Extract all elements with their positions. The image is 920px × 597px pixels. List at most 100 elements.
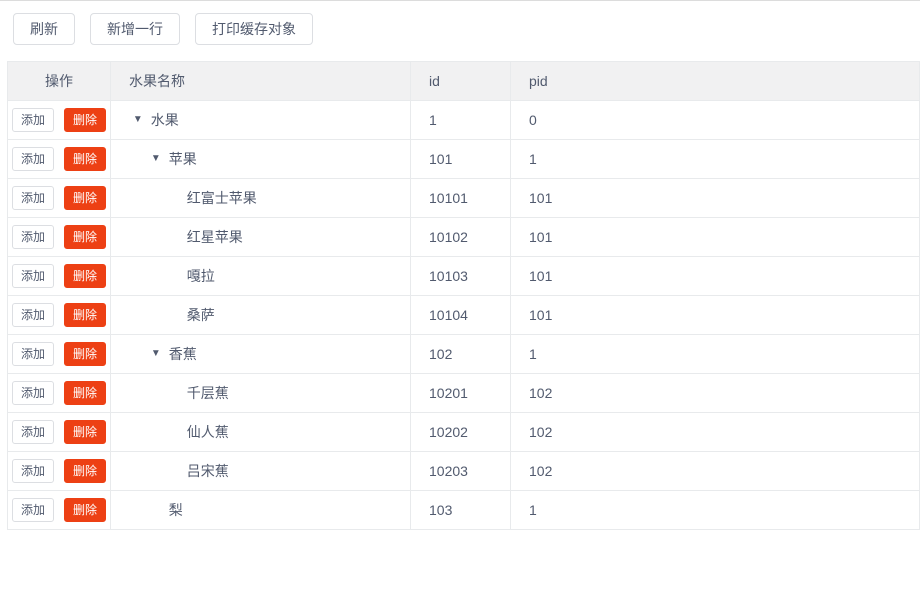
column-header-fruit-name: 水果名称 [110,61,411,101]
table-row: 添加 删除 ▼ 桑萨 10104 101 [7,295,920,335]
operation-cell: 添加 删除 [7,373,111,413]
table-header: 操作 水果名称 id pid [7,61,920,101]
tree-indent [129,432,165,433]
id-cell: 10103 [410,256,511,296]
fruit-name-cell: ▼ 梨 [110,490,411,530]
operation-cell: 添加 删除 [7,256,111,296]
fruit-name-cell: ▼ 桑萨 [110,295,411,335]
expand-arrow-icon[interactable]: ▼ [132,114,143,125]
fruit-name: 仙人蕉 [186,424,229,440]
fruit-name-cell: ▼ 嘎拉 [110,256,411,296]
row-delete-button[interactable]: 删除 [63,186,106,210]
fruit-name: 苹果 [168,151,197,167]
pid-cell: 1 [510,490,920,530]
row-add-button[interactable]: 添加 [12,264,55,288]
fruit-name-cell: ▼ 仙人蕉 [110,412,411,452]
fruit-name-cell: ▼ 红星苹果 [110,217,411,257]
operation-cell: 添加 删除 [7,451,111,491]
operation-cell: 添加 删除 [7,100,111,140]
tree-indent [129,237,165,238]
row-delete-button[interactable]: 删除 [63,498,106,522]
row-delete-button[interactable]: 删除 [63,342,106,366]
row-add-button[interactable]: 添加 [12,186,55,210]
table-row: 添加 删除 ▼ 吕宋蕉 10203 102 [7,451,920,491]
pid-cell: 102 [510,373,920,413]
table-row: 添加 删除 ▼ 苹果 101 1 [7,139,920,179]
table-row: 添加 删除 ▼ 水果 1 0 [7,100,920,140]
fruit-name-cell: ▼ 吕宋蕉 [110,451,411,491]
id-cell: 10202 [410,412,511,452]
id-cell: 10104 [410,295,511,335]
pid-cell: 101 [510,217,920,257]
pid-cell: 102 [510,412,920,452]
table-row: 添加 删除 ▼ 仙人蕉 10202 102 [7,412,920,452]
table-row: 添加 删除 ▼ 千层蕉 10201 102 [7,373,920,413]
fruit-name: 红富士苹果 [186,190,257,206]
pid-cell: 101 [510,256,920,296]
fruit-name-cell: ▼ 香蕉 [110,334,411,374]
pid-cell: 102 [510,451,920,491]
fruit-tree-table-wrapper: 操作 水果名称 id pid 添加 删除 ▼ 水果 1 0 添加 删除 ▼ 苹果 [7,61,920,530]
refresh-button[interactable]: 刷新 [13,13,75,45]
add-row-button[interactable]: 新增一行 [90,13,180,45]
row-add-button[interactable]: 添加 [12,498,55,522]
row-add-button[interactable]: 添加 [12,459,55,483]
tree-indent [129,471,165,472]
table-body: 添加 删除 ▼ 水果 1 0 添加 删除 ▼ 苹果 101 1 添加 删除 ▼ [7,100,920,530]
fruit-name: 红星苹果 [186,229,243,245]
tree-indent [129,393,165,394]
row-delete-button[interactable]: 删除 [63,264,106,288]
row-add-button[interactable]: 添加 [12,381,55,405]
column-header-pid: pid [510,61,920,101]
fruit-name: 水果 [150,112,179,128]
row-delete-button[interactable]: 删除 [63,381,106,405]
table-header-row: 操作 水果名称 id pid [7,61,920,101]
table-row: 添加 删除 ▼ 香蕉 102 1 [7,334,920,374]
operation-cell: 添加 删除 [7,217,111,257]
print-cache-button[interactable]: 打印缓存对象 [195,13,313,45]
pid-cell: 0 [510,100,920,140]
row-delete-button[interactable]: 删除 [63,303,106,327]
id-cell: 10203 [410,451,511,491]
id-cell: 10101 [410,178,511,218]
pid-cell: 101 [510,178,920,218]
pid-cell: 1 [510,139,920,179]
fruit-name-cell: ▼ 千层蕉 [110,373,411,413]
toolbar: 刷新 新增一行 打印缓存对象 [13,13,920,45]
row-delete-button[interactable]: 删除 [63,147,106,171]
pid-cell: 1 [510,334,920,374]
row-delete-button[interactable]: 删除 [63,225,106,249]
expand-arrow-icon[interactable]: ▼ [150,153,161,164]
table-row: 添加 删除 ▼ 红富士苹果 10101 101 [7,178,920,218]
operation-cell: 添加 删除 [7,334,111,374]
id-cell: 102 [410,334,511,374]
tree-indent [129,510,147,511]
id-cell: 10201 [410,373,511,413]
row-add-button[interactable]: 添加 [12,420,55,444]
pid-cell: 101 [510,295,920,335]
operation-cell: 添加 删除 [7,490,111,530]
row-add-button[interactable]: 添加 [12,108,55,132]
operation-cell: 添加 删除 [7,412,111,452]
row-delete-button[interactable]: 删除 [63,459,106,483]
fruit-name: 吕宋蕉 [186,463,229,479]
fruit-name: 桑萨 [186,307,215,323]
fruit-name: 嘎拉 [186,268,215,284]
row-delete-button[interactable]: 删除 [63,108,106,132]
tree-indent [129,276,165,277]
tree-indent [129,354,147,355]
row-add-button[interactable]: 添加 [12,225,55,249]
tree-indent [129,315,165,316]
row-add-button[interactable]: 添加 [12,303,55,327]
fruit-name: 千层蕉 [186,385,229,401]
tree-indent [129,159,147,160]
table-row: 添加 删除 ▼ 红星苹果 10102 101 [7,217,920,257]
row-delete-button[interactable]: 删除 [63,420,106,444]
row-add-button[interactable]: 添加 [12,342,55,366]
tree-indent [129,198,165,199]
expand-arrow-icon[interactable]: ▼ [150,348,161,359]
operation-cell: 添加 删除 [7,295,111,335]
row-add-button[interactable]: 添加 [12,147,55,171]
fruit-name: 香蕉 [168,346,197,362]
operation-cell: 添加 删除 [7,178,111,218]
